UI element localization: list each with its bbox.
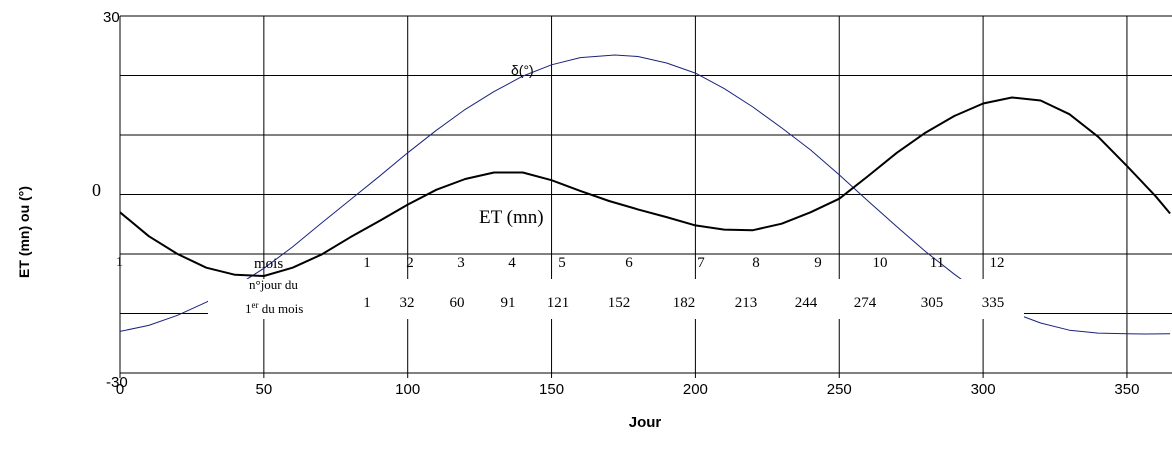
grid xyxy=(119,15,1172,378)
table-day-cell: 213 xyxy=(735,295,758,311)
series-line-et xyxy=(119,96,1171,277)
table-month-cell: 2 xyxy=(406,255,414,271)
x-tick-label: 350 xyxy=(1114,381,1139,398)
table-day-cell: 182 xyxy=(673,295,696,311)
et-label: ET (mn) xyxy=(479,207,544,228)
table-day-cell: 121 xyxy=(547,295,570,311)
table-month-cell: 7 xyxy=(697,255,705,271)
table-day-cell: 335 xyxy=(982,295,1005,311)
table-day-cell: 32 xyxy=(400,295,415,311)
y-tick-bottom: -30 xyxy=(106,374,128,391)
table-day-cell: 244 xyxy=(795,295,818,311)
table-row-label-day-line2: 1er du mois xyxy=(245,300,303,316)
label-sup: er xyxy=(252,300,259,310)
table-row-label-day-line1: n°jour du xyxy=(249,277,298,292)
table-day-cell: 91 xyxy=(501,295,516,311)
table-month-cell: 11 xyxy=(930,255,944,271)
table-background xyxy=(208,279,1024,319)
label-prefix: 1 xyxy=(245,301,252,316)
table-month-cell: 5 xyxy=(558,255,566,271)
table-day-cell: 60 xyxy=(450,295,465,311)
table-month-cell: 9 xyxy=(814,255,822,271)
x-tick-label: 250 xyxy=(827,381,852,398)
table-day-cell: 152 xyxy=(608,295,631,311)
x-axis-label: Jour xyxy=(629,414,662,431)
x-tick-label: 100 xyxy=(395,381,420,398)
table-month-cell: 6 xyxy=(625,255,633,271)
x-tick-label: 300 xyxy=(971,381,996,398)
table-month-cell: 3 xyxy=(457,255,465,271)
left-edge-label: 1 xyxy=(116,255,123,270)
x-tick-label: 200 xyxy=(683,381,708,398)
table-row-label-month: mois xyxy=(254,256,283,272)
table-month-cell: 8 xyxy=(752,255,760,271)
y-tick-top: 30 xyxy=(103,9,120,26)
table-day-cell: 274 xyxy=(854,295,877,311)
table-month-cell: 4 xyxy=(508,255,516,271)
label-suffix: du mois xyxy=(259,301,304,316)
table-day-cell: 305 xyxy=(921,295,944,311)
x-tick-label: 0 xyxy=(116,381,124,398)
table-month-cell: 10 xyxy=(873,255,888,271)
delta-label: δ(°) xyxy=(511,62,534,78)
table-day-cell: 1 xyxy=(363,295,371,311)
y-axis-label: ET (mn) ou (°) xyxy=(16,186,32,278)
table-month-cell: 12 xyxy=(990,255,1005,271)
x-tick-label: 150 xyxy=(539,381,564,398)
y-tick-mid: 0 xyxy=(92,180,101,200)
x-tick-label: 50 xyxy=(256,381,273,398)
table-month-cell: 1 xyxy=(363,255,371,271)
x-tick-labels: 0 50 100 150 200 250 300 350 xyxy=(116,381,1140,398)
